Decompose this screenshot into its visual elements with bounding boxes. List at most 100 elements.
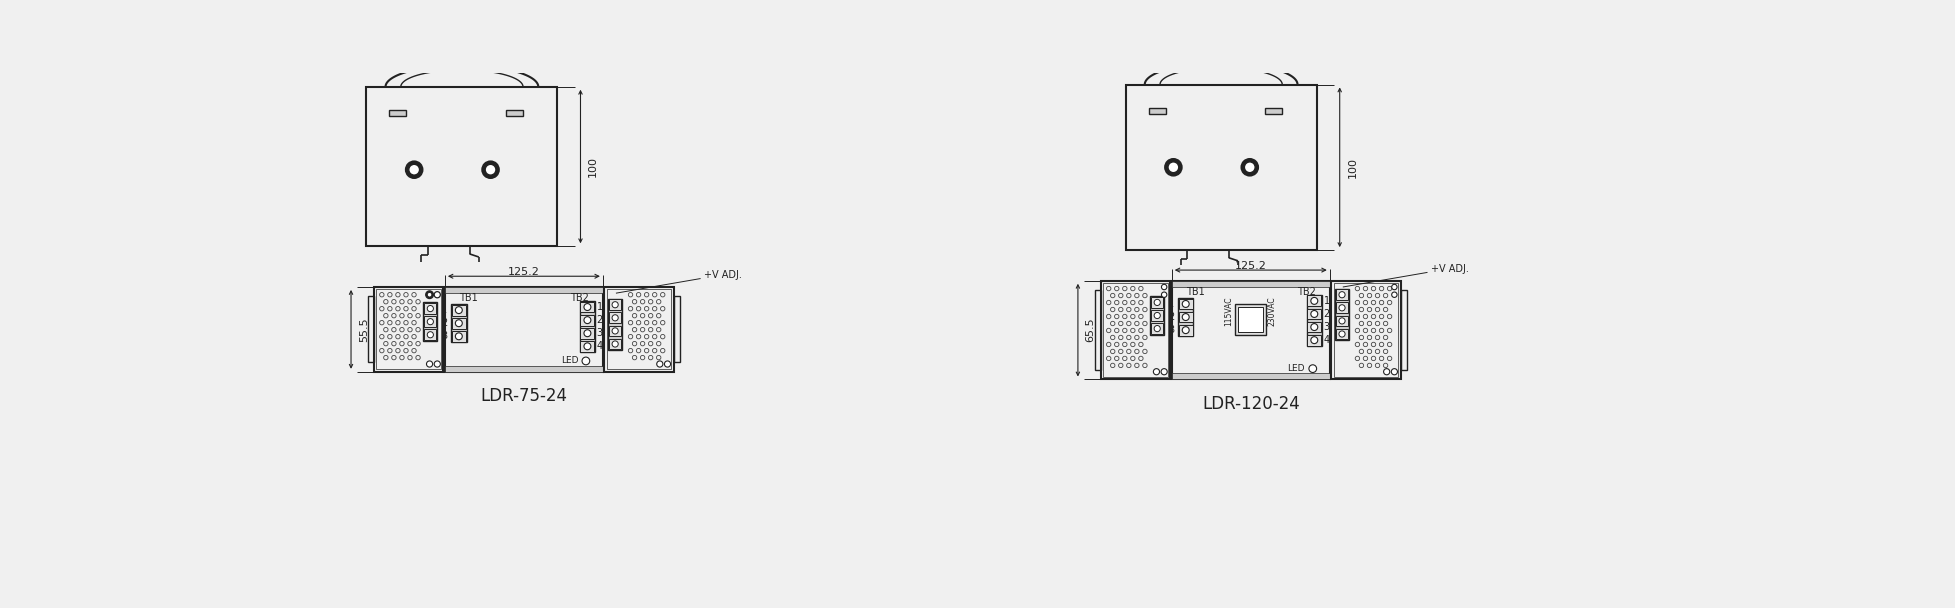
Text: 2: 2 <box>1167 312 1173 322</box>
Text: +V ADJ.: +V ADJ. <box>1431 263 1468 274</box>
Circle shape <box>1390 285 1396 290</box>
Bar <box>452 318 465 328</box>
Circle shape <box>426 305 434 312</box>
Bar <box>608 339 622 350</box>
Circle shape <box>1310 297 1318 305</box>
Circle shape <box>657 361 663 367</box>
Bar <box>1171 281 1329 287</box>
Text: TB1: TB1 <box>459 293 477 303</box>
Bar <box>424 330 436 340</box>
Text: 230VAC: 230VAC <box>1267 297 1277 326</box>
Circle shape <box>1308 365 1316 373</box>
Circle shape <box>426 332 434 338</box>
Circle shape <box>1339 292 1345 298</box>
Circle shape <box>1165 159 1181 176</box>
Circle shape <box>485 164 497 175</box>
Bar <box>1335 289 1349 340</box>
Circle shape <box>426 361 432 367</box>
Circle shape <box>612 302 618 308</box>
Bar <box>608 299 622 350</box>
Bar <box>1335 316 1347 326</box>
Bar <box>608 299 622 310</box>
Bar <box>1179 299 1193 309</box>
Circle shape <box>585 303 590 311</box>
Circle shape <box>585 330 590 337</box>
Text: 3: 3 <box>442 331 448 341</box>
Circle shape <box>1390 368 1396 375</box>
Circle shape <box>481 161 499 178</box>
Bar <box>1335 302 1347 313</box>
Bar <box>375 289 442 370</box>
Bar <box>608 325 622 336</box>
Bar <box>1177 298 1193 336</box>
Bar <box>1335 289 1347 300</box>
Bar <box>1171 281 1329 379</box>
Bar <box>1148 108 1165 114</box>
Circle shape <box>1153 313 1159 319</box>
Bar <box>389 110 407 116</box>
Bar <box>604 287 673 371</box>
Circle shape <box>585 343 590 350</box>
Circle shape <box>409 164 418 175</box>
Text: +V ADJ.: +V ADJ. <box>704 270 743 280</box>
Circle shape <box>1382 368 1390 375</box>
Circle shape <box>426 292 432 297</box>
Bar <box>1095 290 1101 370</box>
Bar <box>1265 108 1281 114</box>
Bar <box>452 331 465 342</box>
Bar <box>1150 310 1163 321</box>
Circle shape <box>434 292 440 298</box>
Bar <box>1171 373 1329 379</box>
Circle shape <box>456 333 461 340</box>
Bar <box>1179 312 1193 322</box>
Circle shape <box>1181 300 1189 308</box>
Circle shape <box>1153 368 1159 375</box>
Text: LDR-75-24: LDR-75-24 <box>481 387 567 405</box>
Circle shape <box>1339 331 1345 337</box>
Circle shape <box>456 320 461 326</box>
Text: 3: 3 <box>596 328 602 338</box>
Text: 1: 1 <box>1167 299 1173 309</box>
Circle shape <box>612 341 618 347</box>
Text: 115VAC: 115VAC <box>1224 297 1234 326</box>
Bar <box>1306 322 1320 333</box>
Bar <box>424 303 436 314</box>
Bar <box>581 328 594 339</box>
Text: LDR-120-24: LDR-120-24 <box>1200 395 1298 413</box>
Bar <box>1238 307 1263 332</box>
Bar <box>581 315 594 325</box>
Bar <box>444 287 602 371</box>
Circle shape <box>1161 368 1167 375</box>
Text: TB1: TB1 <box>1185 286 1204 297</box>
Bar <box>579 301 594 353</box>
Text: 4: 4 <box>1324 335 1329 345</box>
Circle shape <box>1339 305 1345 311</box>
Text: LED: LED <box>1286 364 1304 373</box>
Bar <box>606 289 671 370</box>
Bar <box>368 296 373 362</box>
Circle shape <box>1241 159 1257 176</box>
Text: 65.5: 65.5 <box>1085 318 1095 342</box>
Bar <box>1150 323 1163 334</box>
Bar <box>444 365 602 371</box>
Bar <box>1101 281 1169 379</box>
Circle shape <box>1310 323 1318 331</box>
Circle shape <box>665 361 671 367</box>
Circle shape <box>1161 292 1167 297</box>
Circle shape <box>426 291 434 299</box>
Text: 100: 100 <box>1347 157 1357 178</box>
Bar <box>1234 304 1265 335</box>
Circle shape <box>1390 292 1396 297</box>
Bar <box>373 287 444 371</box>
Text: 3: 3 <box>1324 322 1329 332</box>
Bar <box>1400 290 1406 370</box>
Bar <box>608 313 622 323</box>
Bar <box>1103 283 1167 377</box>
Circle shape <box>1153 299 1159 305</box>
Text: 2: 2 <box>1324 309 1329 319</box>
Bar <box>452 305 465 316</box>
Bar <box>1333 283 1398 377</box>
Bar <box>424 316 436 327</box>
Circle shape <box>1243 162 1255 173</box>
Circle shape <box>1181 326 1189 334</box>
